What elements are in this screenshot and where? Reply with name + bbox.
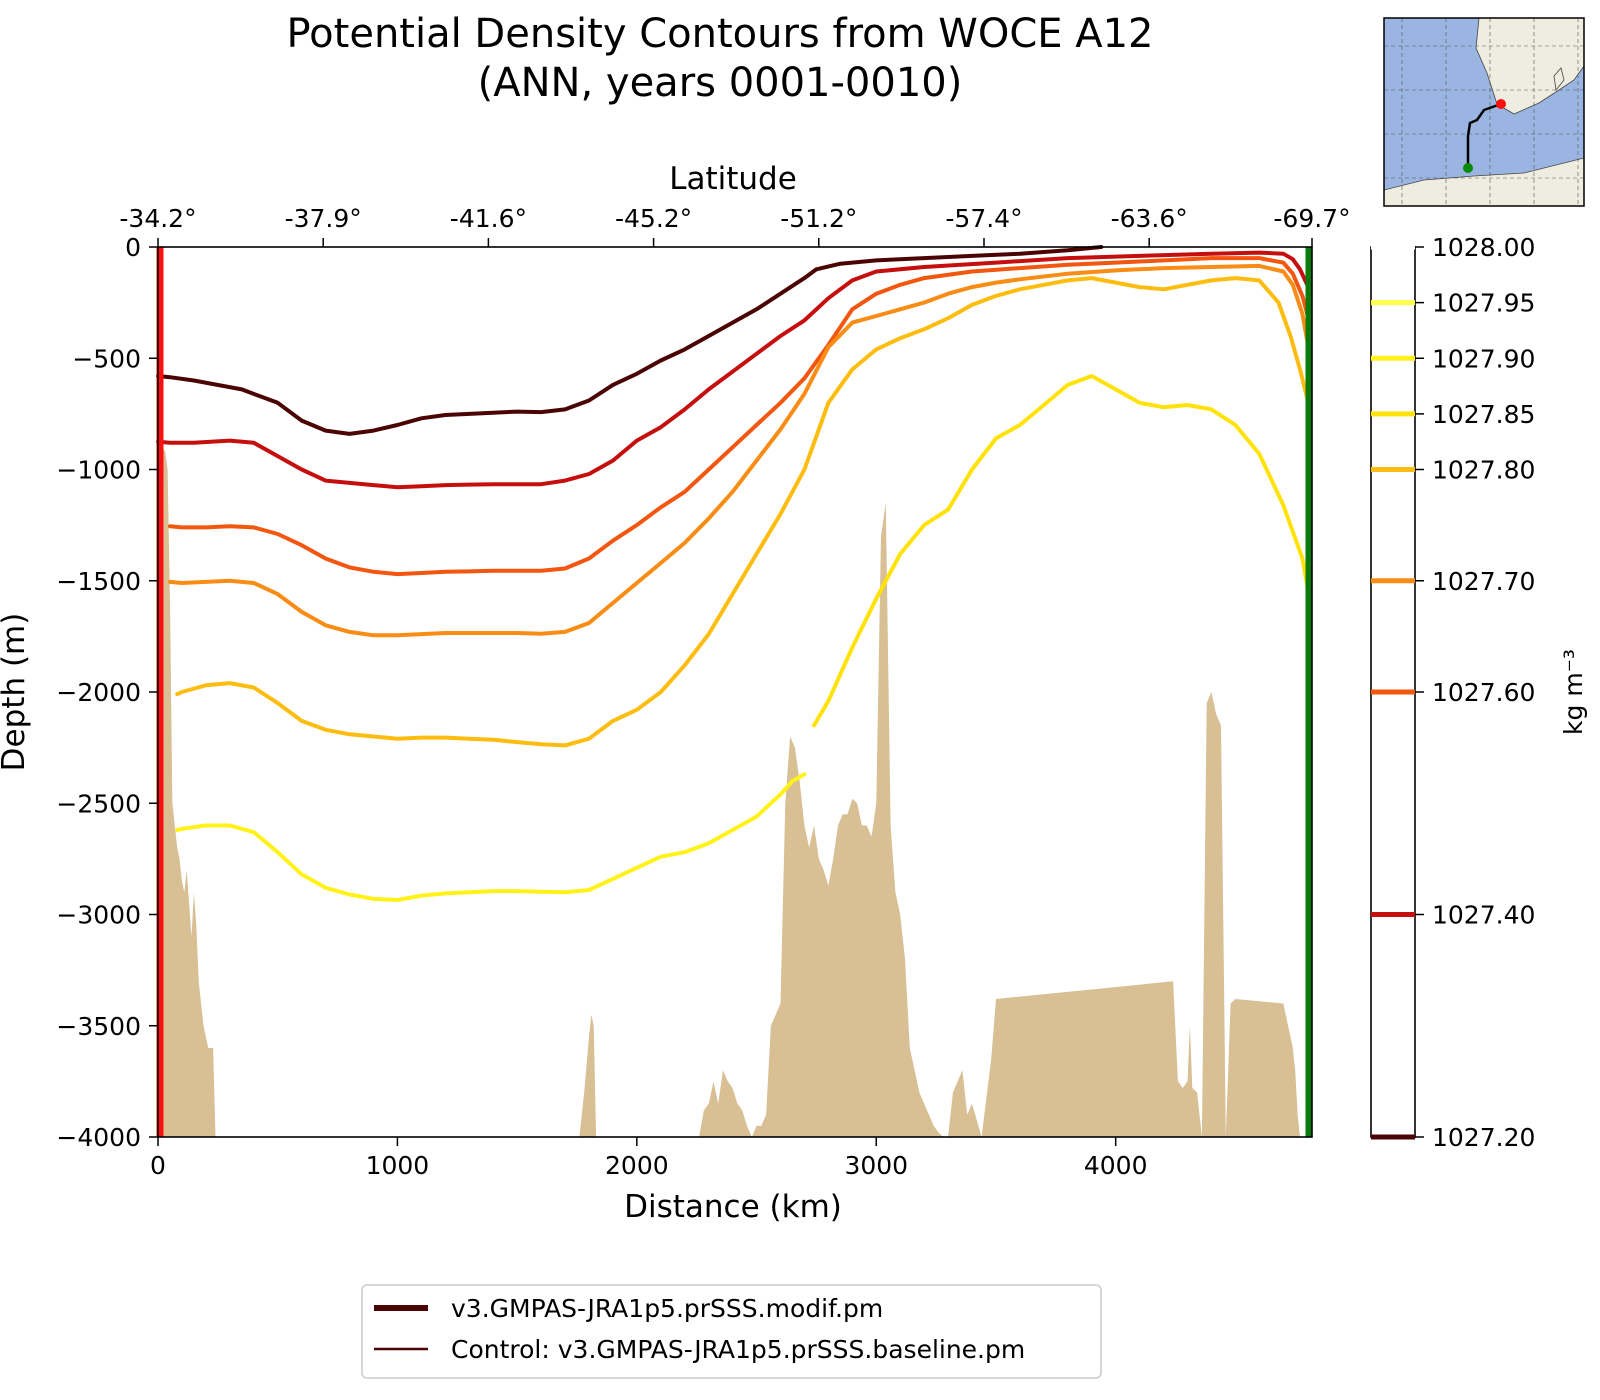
inset-map-section-path [1466,102,1502,168]
lat-tick-label: -37.9° [285,204,362,233]
y-tick-label: −500 [72,344,141,373]
lat-tick-label: -41.6° [450,204,527,233]
density-contours [156,245,1310,902]
inset-map-frame [1383,17,1585,207]
latitude-axis-ticks: -34.2° -37.9° -41.6° -45.2° -51.2° -57.4° -63.… [119,204,1351,247]
chart-title-line1: Potential Density Contours from WOCE A12 [286,11,1153,57]
x-tick-label: 3000 [844,1151,908,1180]
contour-line-1027-90 [175,772,807,902]
legend: v3.GMPAS-JRA1p5.prSSS.modif.pm Control: … [361,1284,1102,1379]
colorbar-levels: 1028.00 1027.95 1027.90 1027.85 1027.80 1027.… [1371,233,1535,1152]
contour-line-1027-20 [156,245,1104,436]
bathymetry-fill [158,447,1300,1137]
lat-tick-label: -63.6° [1111,204,1188,233]
colorbar-tick-label: 1027.40 [1432,901,1535,930]
colorbar: 1028.00 1027.95 1027.90 1027.85 1027.80 1027.… [1370,233,1588,1152]
contour-line-1027-70 [168,263,1310,638]
y-tick-label: −3500 [56,1012,141,1041]
y-tick-label: −2000 [56,678,141,707]
contour-line-1027-40 [156,250,1310,490]
lat-tick-label: -34.2° [119,204,196,233]
chart-title-line2: (ANN, years 0001-0010) [478,60,963,106]
y-tick-label: −1000 [56,456,141,485]
y-axis-label: Depth (m) [0,613,32,772]
x-axis-ticks: 0 1000 2000 3000 4000 [150,1137,1147,1180]
contour-line-1027-60 [168,256,1310,577]
colorbar-tick-label: 1028.00 [1432,233,1535,262]
colorbar-tick-label: 1027.70 [1432,567,1535,596]
legend-box [361,1284,1102,1379]
x-axis-label: Distance (km) [624,1189,842,1225]
x-tick-label: 4000 [1084,1151,1148,1180]
colorbar-tick-label: 1027.90 [1432,344,1535,373]
x-tick-label: 1000 [366,1151,430,1180]
colorbar-tick-label: 1027.60 [1432,678,1535,707]
plot-area [156,245,1313,1138]
y-tick-label: −3000 [56,901,141,930]
lat-tick-label: -57.4° [945,204,1022,233]
y-tick-label: 0 [125,233,141,262]
legend-label-modif: v3.GMPAS-JRA1p5.prSSS.modif.pm [451,1294,883,1323]
x-tick-label: 0 [150,1151,166,1180]
y-tick-label: −4000 [56,1123,141,1152]
colorbar-label: kg m⁻³ [1559,649,1588,735]
y-tick-label: −2500 [56,789,141,818]
inset-map-gridlines [1384,18,1584,206]
inset-map [1383,17,1585,207]
lat-tick-label: -69.7° [1273,204,1350,233]
colorbar-tick-label: 1027.80 [1432,456,1535,485]
x-tick-label: 2000 [605,1151,669,1180]
y-tick-label: −1500 [56,567,141,596]
inset-map-end-marker [1463,163,1473,173]
contour-line-1027-85 [812,374,1310,728]
colorbar-tick-label: 1027.95 [1432,289,1535,318]
colorbar-tick-label: 1027.85 [1432,400,1535,429]
contour-line-1027-80 [175,276,1310,748]
latitude-axis-label: Latitude [669,161,797,197]
legend-label-control: Control: v3.GMPAS-JRA1p5.prSSS.baseline.… [451,1335,1025,1364]
lat-tick-label: -45.2° [615,204,692,233]
inset-map-start-marker [1496,99,1506,109]
inset-map-madagascar [1553,67,1565,91]
lat-tick-label: -51.2° [780,204,857,233]
y-axis-ticks: 0 −500 −1000 −1500 −2000 −2500 −3000 −3500 −4000 [56,233,158,1152]
colorbar-tick-label: 1027.20 [1432,1123,1535,1152]
